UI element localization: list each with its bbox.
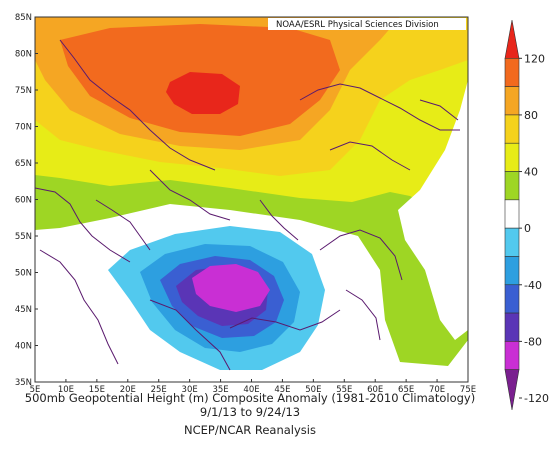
longitude-label: 15E <box>89 385 105 395</box>
latitude-label: 60N <box>15 196 32 206</box>
colorbar-label: -120 <box>524 392 549 405</box>
longitude-labels: 5E 10E 15E 20E 25E 30E 35E 40E 45E 50E 55E 60E 65E 70… <box>30 379 476 395</box>
latitude-label: 75N <box>15 86 32 96</box>
colorbar-segment <box>504 114 520 144</box>
longitude-label: 20E <box>120 385 136 395</box>
colorbar-segment <box>504 86 520 116</box>
colorbar-label: 80 <box>524 109 538 122</box>
colorbar-label: 120 <box>524 52 545 65</box>
latitude-label: 80N <box>15 50 32 60</box>
coastlines <box>35 39 460 371</box>
longitude-label: 35E <box>212 385 228 395</box>
latitude-label: 45N <box>15 305 32 315</box>
colorbar-segment <box>504 284 520 314</box>
latitude-labels: 85N 80N 75N 70N 65N 60N 55N 50N 45N 40N 35N <box>15 13 38 388</box>
longitude-label: 70E <box>429 385 445 395</box>
caption-line-3: NCEP/NCAR Reanalysis <box>184 423 316 437</box>
colorbar-segment <box>504 58 520 87</box>
colorbar-segment <box>504 369 520 411</box>
longitude-label: 65E <box>398 385 414 395</box>
longitude-label: 45E <box>274 385 290 395</box>
colorbar-segment <box>504 256 520 286</box>
anomaly-contour-120 <box>166 72 240 114</box>
colorbar-label: 0 <box>524 222 531 235</box>
colorbar <box>504 19 520 411</box>
colorbar-segment <box>504 227 520 257</box>
colorbar-labels: 120 80 40 0 -40 -80 -120 <box>519 52 549 405</box>
latitude-label: 65N <box>15 159 32 169</box>
colorbar-segment <box>504 341 520 370</box>
longitude-label: 30E <box>182 385 198 395</box>
anomaly-zero-region <box>398 80 468 340</box>
longitude-label: 55E <box>336 385 352 395</box>
colorbar-label: -40 <box>524 279 542 292</box>
caption-line-2: 9/1/13 to 9/24/13 <box>200 405 300 419</box>
anomaly-contour-neg100 <box>192 264 270 312</box>
latitude-label: 35N <box>15 378 32 388</box>
longitude-label: 5E <box>30 385 41 395</box>
longitude-label: 10E <box>58 385 74 395</box>
colorbar-segment <box>504 171 520 201</box>
colorbar-label: -80 <box>524 335 542 348</box>
latitude-label: 40N <box>15 342 32 352</box>
longitude-label: 25E <box>151 385 167 395</box>
colorbar-segment <box>504 312 520 342</box>
colorbar-segment <box>504 19 520 59</box>
colorbar-segment <box>504 142 520 172</box>
latitude-label: 85N <box>15 13 32 23</box>
longitude-label: 60E <box>367 385 383 395</box>
longitude-label: 40E <box>243 385 259 395</box>
colorbar-label: 40 <box>524 166 538 179</box>
longitude-label: 75E <box>460 385 476 395</box>
caption-line-1: 500mb Geopotential Height (m) Composite … <box>25 391 475 405</box>
colorbar-segment <box>504 199 520 229</box>
map-field: NOAA/ESRL Physical Sciences Division <box>34 16 469 383</box>
latitude-label: 50N <box>15 269 32 279</box>
latitude-label: 55N <box>15 232 32 242</box>
latitude-label: 70N <box>15 123 32 133</box>
credit-text: NOAA/ESRL Physical Sciences Division <box>276 20 439 30</box>
longitude-label: 50E <box>305 385 321 395</box>
credit-box <box>268 18 466 30</box>
